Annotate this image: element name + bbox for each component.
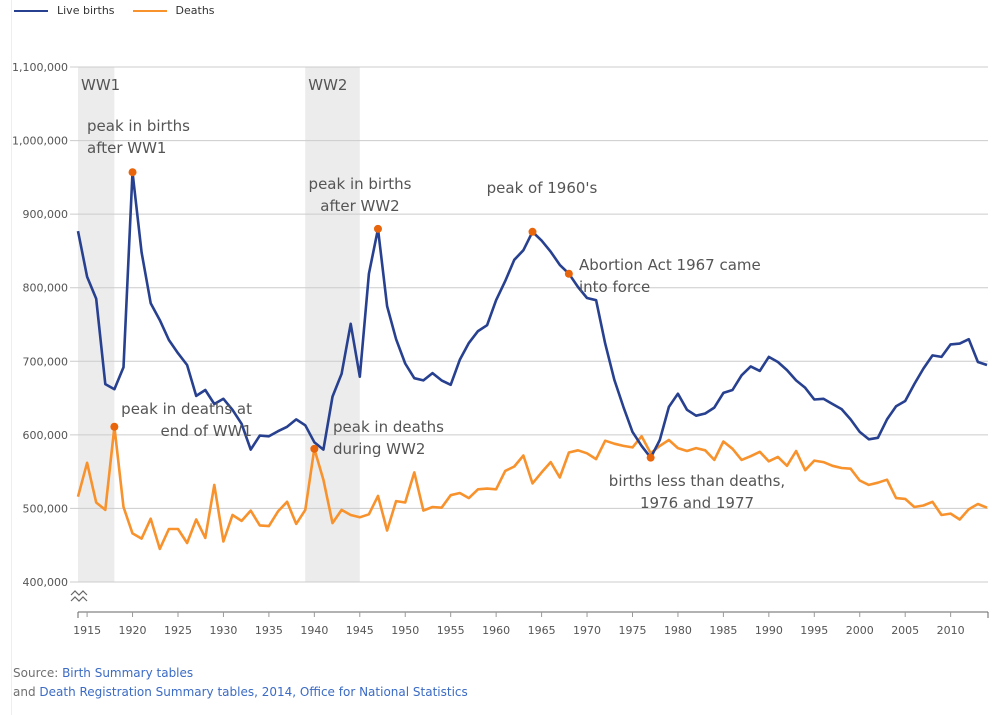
shaded-label-ww2: WW2	[308, 76, 347, 94]
x-tick-label: 1920	[119, 624, 147, 637]
x-tick-label: 1935	[255, 624, 283, 637]
annotation-text: peak in births	[309, 175, 412, 193]
annotation: peak of 1960's	[487, 179, 598, 197]
y-tick-label: 500,000	[23, 502, 69, 515]
shaded-periods: WW1 WW2	[78, 67, 360, 582]
annotation-text: end of WW1	[161, 422, 252, 440]
highlight-marker	[528, 227, 537, 236]
legend-swatch-deaths	[132, 9, 167, 12]
source-line2-prefix: and	[13, 685, 40, 699]
y-tick-label: 600,000	[23, 429, 69, 442]
y-tick-label: 900,000	[23, 208, 69, 221]
x-tick-label: 1930	[209, 624, 237, 637]
source-prefix: Source:	[13, 666, 63, 680]
x-tick-label: 1950	[391, 624, 419, 637]
x-tick-label: 1925	[164, 624, 192, 637]
highlight-markers	[110, 168, 655, 462]
legend-item-live-births[interactable]: Live births	[14, 4, 115, 17]
highlight-marker	[110, 422, 119, 431]
y-tick-label: 1,000,000	[12, 135, 68, 148]
highlight-marker	[564, 269, 573, 278]
legend: Live births Deaths	[14, 4, 233, 17]
highlight-marker	[373, 224, 382, 233]
x-tick-label: 1965	[528, 624, 556, 637]
x-tick-label: 2000	[846, 624, 874, 637]
x-tick-label: 1975	[618, 624, 646, 637]
shaded-period-ww1	[78, 67, 115, 582]
x-tick-label: 1990	[755, 624, 783, 637]
annotation-text: peak in deaths	[333, 418, 444, 436]
gridlines	[70, 66, 988, 583]
x-tick-label: 2010	[937, 624, 965, 637]
annotation: peak in deaths during WW2	[333, 418, 444, 458]
x-tick-label: 1915	[73, 624, 101, 637]
highlight-marker	[310, 444, 319, 453]
series-line-deaths	[76, 425, 988, 551]
x-tick-label: 1945	[346, 624, 374, 637]
annotation-text: during WW2	[333, 440, 425, 458]
x-tick-label: 1995	[800, 624, 828, 637]
annotation-text: peak in births	[87, 117, 190, 135]
annotation-text: births less than deaths,	[609, 472, 785, 490]
x-axis: 1915 1920 1925 1930 1935 1940 1945 1950 1955 1960…	[73, 611, 989, 637]
legend-item-deaths[interactable]: Deaths	[132, 4, 215, 17]
x-tick-label: 1955	[437, 624, 465, 637]
annotation-text: into force	[579, 278, 650, 296]
axis-break-icon	[70, 590, 88, 602]
annotation: peak in births after WW2	[309, 175, 412, 215]
annotation-text: peak of 1960's	[487, 179, 598, 197]
annotation: peak in births after WW1	[87, 117, 190, 157]
annotation-text: 1976 and 1977	[640, 494, 754, 512]
birth-summary-link[interactable]: Birth Summary tables	[62, 666, 194, 680]
annotations: peak in births after WW1 peak in deaths at…	[87, 117, 785, 512]
annotation-text: Abortion Act 1967 came	[579, 256, 761, 274]
x-tick-label: 1940	[300, 624, 328, 637]
annotation: births less than deaths, 1976 and 1977	[609, 472, 785, 512]
legend-label-deaths: Deaths	[175, 4, 215, 17]
x-tick-label: 2005	[891, 624, 919, 637]
legend-label-live-births: Live births	[57, 4, 115, 17]
y-tick-label: 700,000	[23, 355, 69, 368]
source-note: Source: Birth Summary tables and Death R…	[13, 664, 468, 702]
annotation-text: after WW2	[320, 197, 399, 215]
shaded-label-ww1: WW1	[81, 76, 120, 94]
y-tick-label: 400,000	[23, 576, 69, 589]
death-registration-link[interactable]: Death Registration Summary tables, 2014,…	[39, 685, 468, 699]
x-tick-label: 1985	[709, 624, 737, 637]
left-rule	[11, 0, 12, 715]
highlight-marker	[646, 453, 655, 462]
y-tick-label: 1,100,000	[12, 61, 68, 74]
annotation-text: peak in deaths at	[121, 400, 252, 418]
legend-swatch-live-births	[14, 9, 48, 12]
y-tick-label: 800,000	[23, 282, 69, 295]
x-tick-label: 1960	[482, 624, 510, 637]
x-tick-label: 1970	[573, 624, 601, 637]
y-axis: 400,000 500,000 600,000 700,000 800,000 900,0…	[12, 61, 68, 589]
highlight-marker	[128, 168, 137, 177]
annotation: peak in deaths at end of WW1	[121, 400, 252, 440]
annotation: Abortion Act 1967 came into force	[579, 256, 761, 296]
annotation-text: after WW1	[87, 139, 166, 157]
x-tick-label: 1980	[664, 624, 692, 637]
